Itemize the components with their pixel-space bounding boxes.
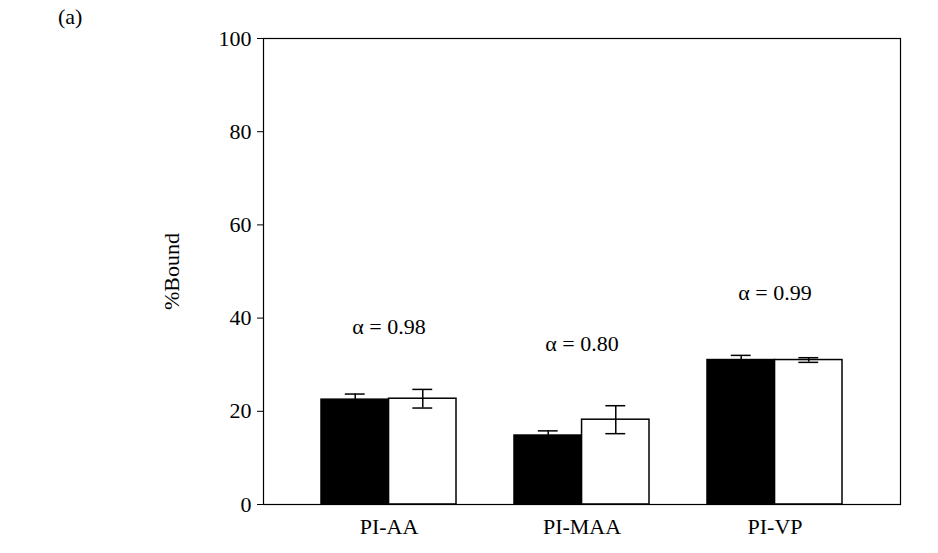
svg-text:0: 0 [241, 492, 252, 517]
svg-text:60: 60 [230, 212, 252, 237]
svg-text:PI-AA: PI-AA [360, 514, 419, 539]
svg-text:α = 0.99: α = 0.99 [738, 280, 811, 305]
svg-text:α = 0.80: α = 0.80 [545, 331, 618, 356]
svg-text:PI-VP: PI-VP [747, 514, 802, 539]
svg-text:α = 0.98: α = 0.98 [352, 314, 425, 339]
svg-text:PI-MAA: PI-MAA [543, 514, 621, 539]
svg-text:40: 40 [230, 305, 252, 330]
svg-text:%Bound: %Bound [159, 233, 184, 310]
svg-text:100: 100 [219, 26, 252, 51]
html-text:(a): (a) [58, 4, 83, 29]
svg-text:20: 20 [230, 398, 252, 423]
svg-text:80: 80 [230, 119, 252, 144]
